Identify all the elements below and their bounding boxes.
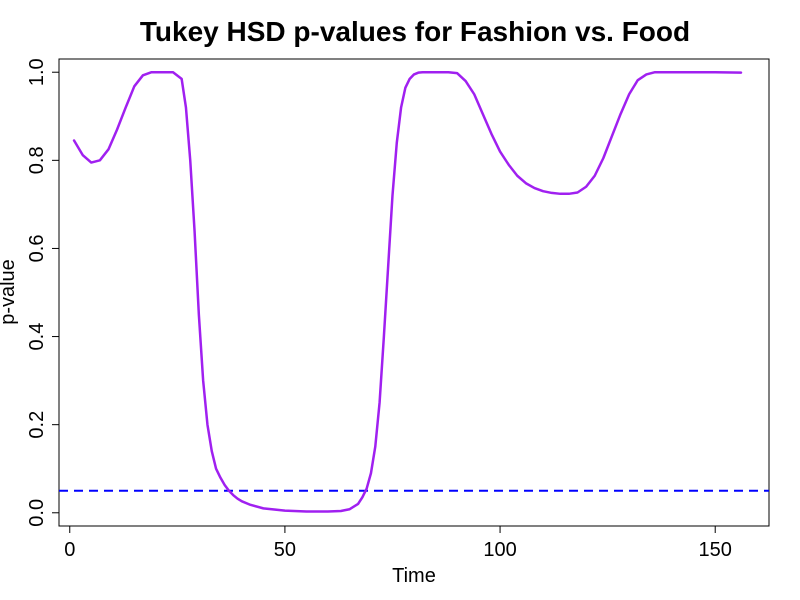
chart-title: Tukey HSD p-values for Fashion vs. Food	[140, 16, 690, 47]
y-tick-label: 0.4	[26, 323, 48, 351]
plot-frame	[58, 58, 770, 527]
x-tick-label: 150	[699, 539, 732, 561]
y-tick-label: 0.8	[26, 146, 48, 174]
series-line	[72, 70, 743, 513]
y-tick-label: 0.2	[26, 411, 48, 439]
x-tick-label: 50	[274, 539, 296, 561]
x-tick-label: 0	[64, 539, 75, 561]
y-tick-label: 0.0	[26, 499, 48, 527]
x-axis: 0 50 100 150	[64, 525, 732, 561]
x-tick-label: 100	[483, 539, 516, 561]
y-axis: 0.0 0.2 0.4 0.6 0.8 1.0	[26, 58, 60, 527]
y-axis-label: p-value	[0, 259, 19, 325]
x-axis-label: Time	[392, 565, 436, 587]
y-tick-label: 0.6	[26, 235, 48, 263]
y-tick-label: 1.0	[26, 58, 48, 86]
